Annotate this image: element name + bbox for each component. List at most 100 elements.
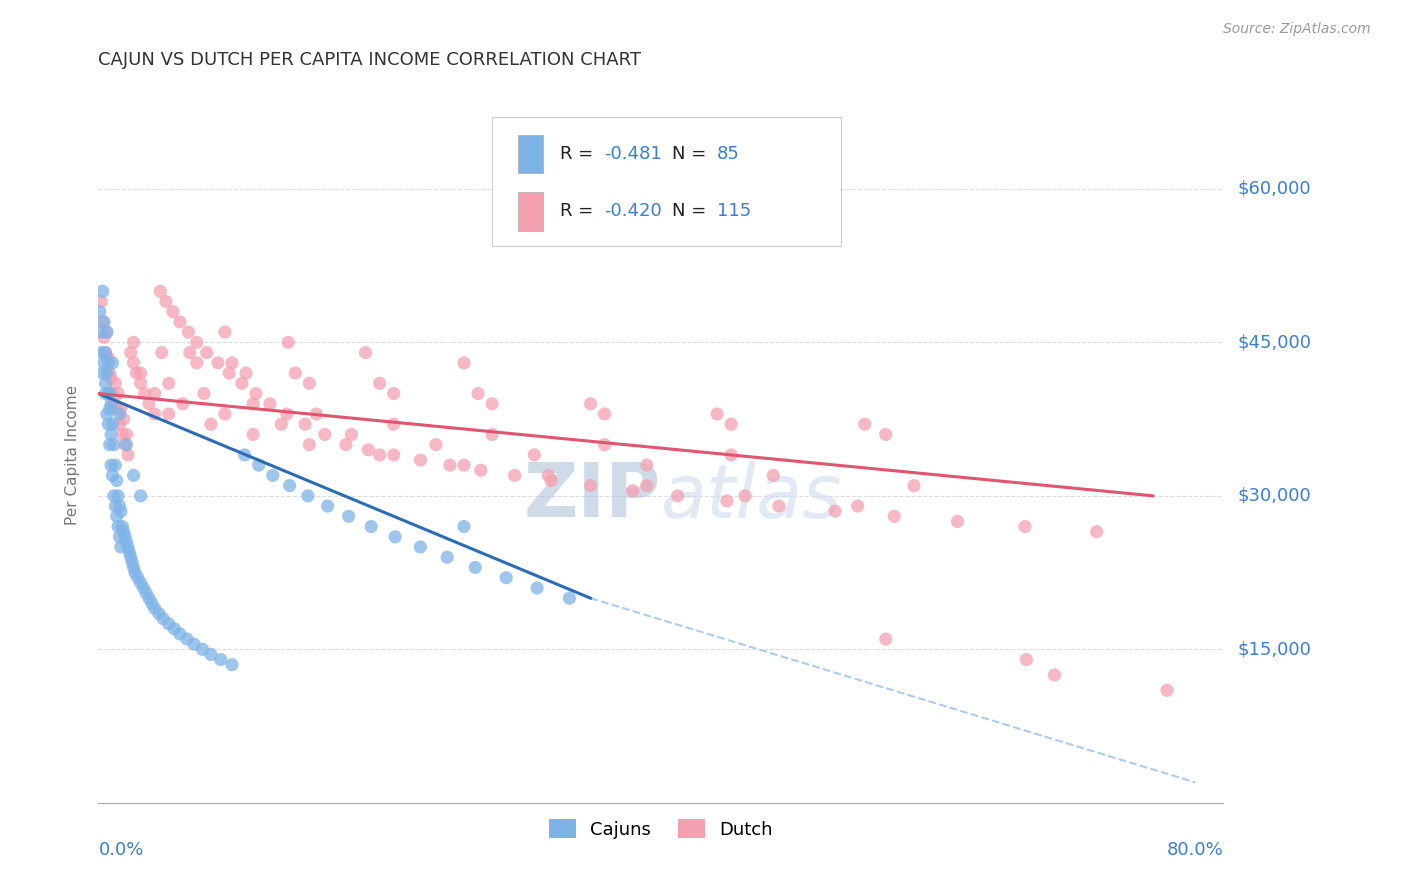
Point [96, 325, 118, 339]
Point [453, 458, 475, 472]
Point [200, 648, 222, 662]
Point [191, 642, 214, 657]
Point [108, 407, 131, 421]
Point [114, 530, 136, 544]
Text: CAJUN VS DUTCH PER CAPITA INCOME CORRELATION CHART: CAJUN VS DUTCH PER CAPITA INCOME CORRELA… [98, 52, 641, 70]
Point [169, 315, 191, 329]
Point [425, 438, 447, 452]
Point [245, 386, 267, 401]
Point [105, 401, 128, 416]
FancyBboxPatch shape [517, 193, 543, 230]
Point [360, 519, 382, 533]
Point [105, 474, 128, 488]
Point [134, 386, 156, 401]
Point [110, 540, 132, 554]
Point [218, 366, 240, 380]
Point [193, 386, 215, 401]
Point [108, 530, 131, 544]
Point [537, 468, 560, 483]
Point [129, 366, 152, 380]
Point [335, 438, 357, 452]
Point [103, 438, 125, 452]
Point [621, 483, 644, 498]
Point [298, 438, 321, 452]
Point [284, 366, 307, 380]
Point [157, 407, 180, 421]
Point [97, 351, 120, 365]
Point [111, 519, 134, 533]
Text: 115: 115 [717, 202, 751, 220]
Point [247, 458, 270, 472]
Point [470, 463, 492, 477]
Point [221, 657, 243, 672]
Point [1015, 652, 1038, 666]
Point [121, 555, 143, 569]
Point [481, 427, 503, 442]
Point [143, 386, 166, 401]
Point [172, 397, 194, 411]
Point [117, 540, 139, 554]
Point [169, 627, 191, 641]
Text: N =: N = [672, 145, 711, 162]
Point [122, 468, 145, 483]
Point [107, 386, 129, 401]
Text: R =: R = [560, 145, 599, 162]
Point [233, 448, 256, 462]
Point [120, 550, 142, 565]
Point [90, 345, 112, 359]
Point [90, 294, 112, 309]
Text: $60,000: $60,000 [1237, 180, 1310, 198]
Point [103, 489, 125, 503]
Point [540, 474, 562, 488]
Point [107, 519, 129, 533]
Point [122, 356, 145, 370]
Point [464, 560, 486, 574]
Point [1156, 683, 1178, 698]
Point [297, 489, 319, 503]
Point [135, 586, 157, 600]
Point [875, 427, 897, 442]
Point [357, 442, 380, 457]
Point [150, 345, 173, 359]
Point [409, 540, 432, 554]
Point [231, 376, 253, 391]
Point [97, 386, 120, 401]
Text: -0.481: -0.481 [605, 145, 662, 162]
Point [186, 335, 208, 350]
Point [94, 345, 117, 359]
Point [409, 453, 432, 467]
Point [110, 401, 132, 416]
Point [98, 438, 121, 452]
Text: ZIP: ZIP [523, 460, 661, 533]
FancyBboxPatch shape [492, 118, 841, 246]
Point [824, 504, 846, 518]
Point [636, 458, 658, 472]
Point [467, 386, 489, 401]
Point [183, 637, 205, 651]
Point [96, 325, 118, 339]
Point [298, 376, 321, 391]
Point [143, 601, 166, 615]
Point [1014, 519, 1036, 533]
Point [276, 407, 298, 421]
Point [277, 335, 299, 350]
FancyBboxPatch shape [517, 135, 543, 173]
Point [558, 591, 581, 606]
Point [903, 478, 925, 492]
Point [89, 304, 111, 318]
Point [734, 489, 756, 503]
Point [141, 596, 163, 610]
Point [179, 345, 201, 359]
Point [439, 458, 461, 472]
Point [436, 550, 458, 565]
Point [111, 427, 134, 442]
Point [110, 504, 132, 518]
Point [117, 448, 139, 462]
Point [112, 524, 135, 539]
Point [593, 438, 616, 452]
Point [104, 499, 127, 513]
Point [305, 407, 328, 421]
Point [100, 458, 122, 472]
Point [127, 571, 149, 585]
Point [526, 581, 548, 595]
